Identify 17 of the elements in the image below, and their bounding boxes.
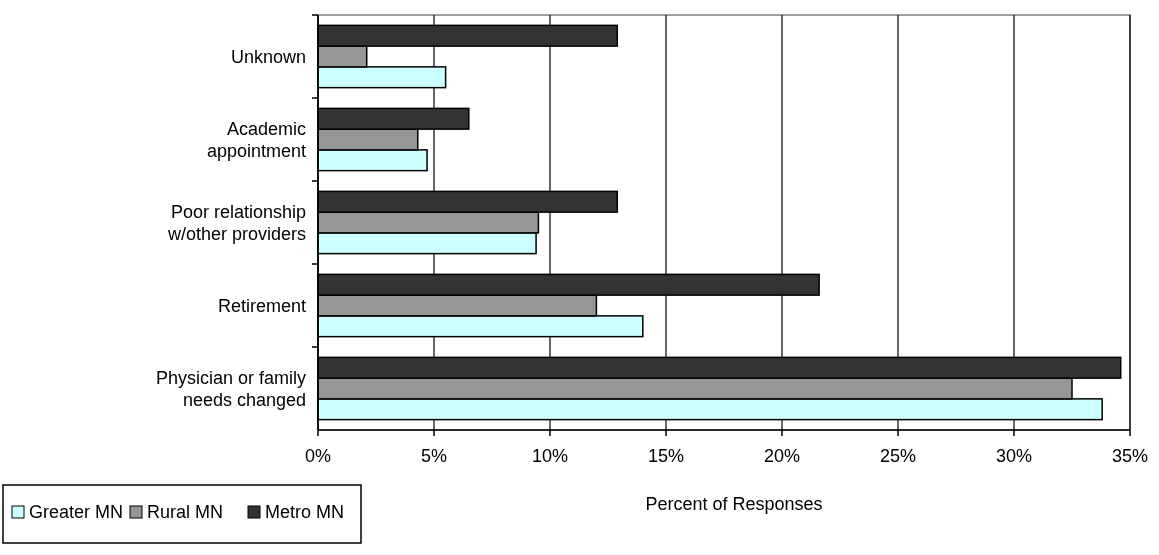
x-tick-label: 15% [647,446,685,466]
y-tick-label: Retirement [217,295,306,316]
legend-label: Metro MN [265,502,345,522]
x-tick-label: 35% [1111,446,1149,466]
x-tick-label: 30% [995,446,1033,466]
x-tick-label: 0% [304,446,332,466]
y-tick-label: Academic appointment [206,118,306,161]
y-tick-label: Unknown [230,46,306,67]
y-tick-label: Physician or family needs changed [155,367,306,410]
legend-label: Rural MN [147,502,224,522]
x-tick-label: 10% [531,446,569,466]
x-tick-label: 20% [763,446,801,466]
x-tick-label: 5% [420,446,448,466]
x-axis-title: Percent of Responses [645,494,823,514]
y-tick-label: Poor relationship w/other providers [166,201,306,244]
x-tick-label: 25% [879,446,917,466]
legend-label: Greater MN [29,502,124,522]
